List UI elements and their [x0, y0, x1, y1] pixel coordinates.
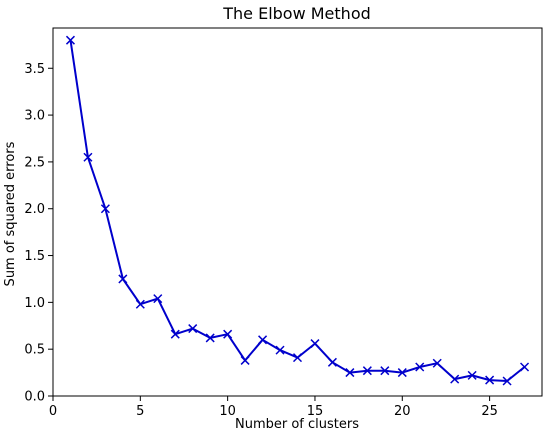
data-point-marker	[432, 358, 442, 368]
data-point-marker	[362, 366, 372, 376]
data-point-marker	[258, 335, 268, 345]
data-point-marker	[502, 376, 512, 386]
data-point-marker	[188, 324, 198, 334]
plot-area: 0 5 10 15 20 25 0.0 0.5 1.0 1.5 2.0 2.5 3.0 3.5	[24, 27, 543, 419]
data-point-marker	[170, 329, 180, 339]
data-point-marker	[135, 299, 145, 309]
plot-frame	[52, 27, 543, 397]
x-tick-label: 15	[307, 404, 324, 419]
y-tick-label: 1.5	[24, 249, 45, 264]
data-point-marker	[292, 353, 303, 363]
data-point-marker	[415, 362, 425, 372]
data-point-marker	[327, 357, 337, 367]
data-point-marker	[310, 339, 320, 349]
y-tick-label: 2.5	[24, 155, 45, 170]
data-point-marker	[83, 152, 93, 162]
data-point-marker	[345, 368, 355, 378]
y-tick-label: 2.0	[24, 202, 45, 217]
x-axis-title: Number of clusters	[235, 417, 359, 432]
x-tick-label: 20	[394, 404, 411, 419]
data-point-marker	[240, 355, 250, 365]
data-point-marker	[100, 204, 110, 214]
data-point-marker	[65, 35, 75, 45]
chart-title: The Elbow Method	[222, 4, 371, 23]
x-tick-label: 0	[49, 404, 57, 419]
y-tick-label: 3.0	[24, 109, 45, 124]
y-axis-title: Sum of squared errors	[3, 141, 18, 286]
y-tick-label: 1.0	[24, 296, 45, 311]
y-tick-label: 0.5	[24, 343, 45, 358]
data-point-marker	[520, 362, 530, 372]
data-point-marker	[153, 294, 163, 304]
data-point-marker	[380, 366, 390, 376]
x-tick-label: 5	[136, 404, 144, 419]
data-point-marker	[450, 374, 460, 384]
data-point-marker	[205, 333, 215, 343]
data-point-marker	[118, 274, 128, 284]
x-tick-label: 25	[481, 404, 498, 419]
y-tick-label: 0.0	[24, 390, 45, 405]
x-tick-label: 10	[219, 404, 236, 419]
data-point-marker	[275, 345, 285, 355]
data-point-marker	[467, 370, 477, 380]
y-tick-label: 3.5	[24, 62, 45, 77]
data-point-marker	[223, 329, 233, 339]
data-point-marker	[485, 375, 495, 385]
series-line	[69, 40, 526, 382]
data-point-marker	[397, 368, 407, 378]
